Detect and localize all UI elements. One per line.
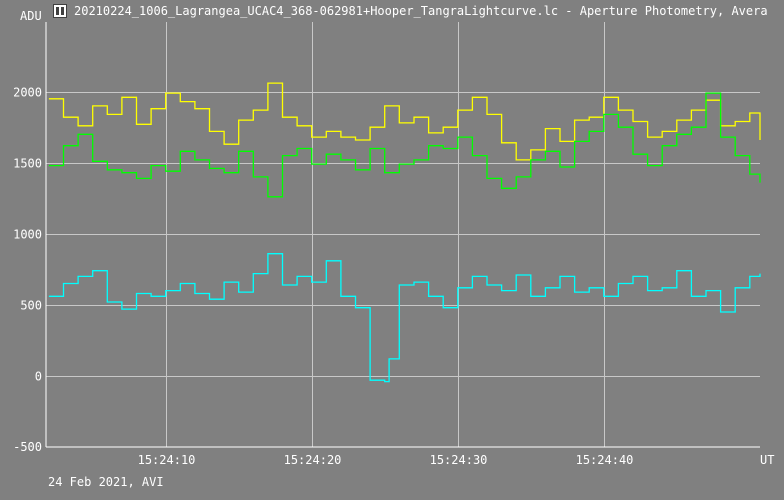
y-min-label: -500	[13, 440, 42, 454]
x-tick-label: 15:24:40	[576, 453, 634, 467]
footer-note: 24 Feb 2021, AVI	[48, 475, 164, 489]
y-tick-label: 1500	[13, 157, 42, 171]
app-icon[interactable]	[53, 4, 67, 18]
series-line-3	[48, 253, 761, 383]
y-tick-label: 2000	[13, 86, 42, 100]
x-tick-label: 15:24:10	[138, 453, 196, 467]
tick-labels: 0 500 1000 1500 2000 15:24:10 15:24:20 15:24:30…	[13, 86, 633, 468]
series-line-1	[48, 82, 761, 161]
y-axis-label: ADU	[20, 9, 42, 23]
y-tick-label: 0	[35, 370, 42, 384]
series-group	[48, 82, 761, 383]
x-tick-label: 15:24:20	[284, 453, 342, 467]
series-line-2	[48, 92, 761, 198]
x-axis-label: UT	[760, 453, 774, 467]
y-tick-label: 1000	[13, 228, 42, 242]
window-title: 20210224_1006_Lagrangea_UCAC4_368-062981…	[74, 4, 768, 18]
y-tick-label: 500	[20, 299, 42, 313]
x-tick-label: 15:24:30	[430, 453, 488, 467]
grid	[46, 22, 760, 447]
title-bar: 20210224_1006_Lagrangea_UCAC4_368-062981…	[0, 0, 784, 22]
axes: ADU UT -500	[13, 9, 774, 467]
